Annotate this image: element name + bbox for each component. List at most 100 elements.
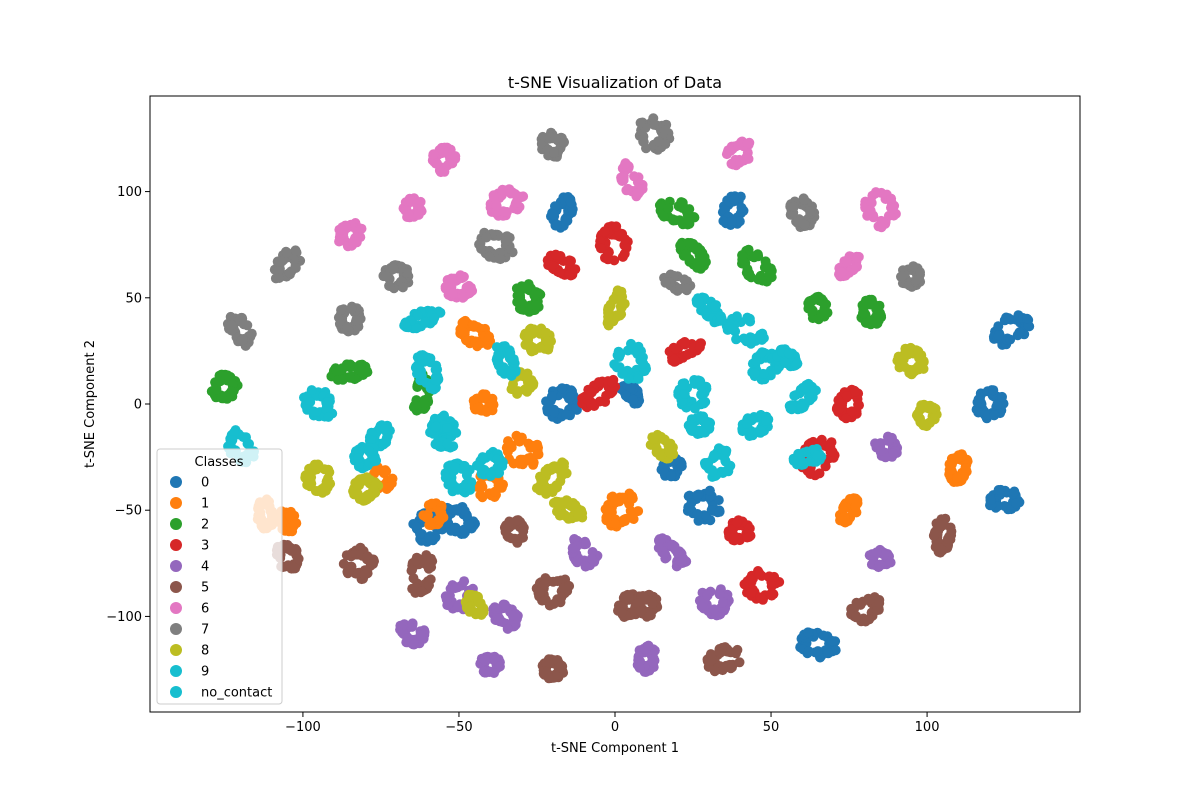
scatter-points (206, 113, 1035, 684)
y-axis-label: t-SNE Component 2 (83, 340, 98, 468)
data-point-series-9 (696, 381, 706, 392)
data-point-series-0 (823, 648, 834, 659)
data-point-series-0 (988, 385, 999, 396)
data-point-series-0 (729, 194, 740, 205)
data-point-series-4 (654, 535, 664, 546)
data-point-series-6 (498, 206, 509, 217)
data-point-series-2 (676, 197, 687, 208)
data-point-series-9 (380, 424, 390, 435)
data-point-series-0 (562, 215, 573, 226)
data-point-series-6 (438, 145, 449, 156)
data-point-series-7 (805, 206, 815, 217)
data-point-series-2 (512, 297, 523, 307)
data-point-series-7 (635, 117, 646, 128)
data-point-series-9 (440, 472, 451, 483)
data-point-series-0 (704, 485, 715, 496)
data-point-series-9 (791, 359, 802, 370)
data-point-series-4 (696, 601, 707, 612)
data-point-series-0 (625, 383, 636, 394)
data-point-series-0 (993, 321, 1004, 332)
data-point-series-9 (790, 390, 801, 401)
data-point-series-7 (238, 319, 249, 330)
data-point-series-4 (409, 639, 420, 650)
legend-label-4: 4 (201, 560, 209, 575)
data-point-series-9 (721, 445, 732, 456)
cluster-series-0 (988, 310, 1035, 350)
data-point-series-1 (532, 439, 543, 450)
data-point-series-2 (753, 251, 764, 262)
data-point-series-1 (944, 469, 955, 480)
data-point-series-5 (341, 550, 352, 561)
data-point-series-4 (441, 594, 452, 605)
data-point-series-4 (871, 547, 882, 558)
data-point-series-6 (447, 288, 458, 299)
cluster-series-1 (468, 389, 499, 417)
legend-marker-0 (170, 476, 182, 488)
data-point-series-7 (237, 335, 248, 345)
data-point-series-6 (743, 153, 754, 164)
data-point-series-6 (866, 197, 877, 208)
data-point-series-8 (528, 324, 539, 335)
data-point-series-9 (506, 369, 517, 380)
cluster-series-0 (682, 485, 725, 526)
data-point-series-9 (322, 397, 333, 408)
data-point-series-7 (381, 271, 392, 282)
data-point-series-7 (536, 138, 547, 149)
data-point-series-2 (807, 313, 818, 324)
cluster-series-3 (664, 337, 706, 367)
data-point-series-9 (323, 411, 334, 422)
data-point-series-9 (741, 418, 752, 429)
data-point-series-9 (309, 406, 319, 417)
data-point-series-1 (619, 516, 630, 527)
cluster-series-4 (694, 584, 734, 621)
data-point-series-9 (697, 427, 708, 438)
data-point-series-3 (679, 337, 690, 348)
data-point-series-9 (496, 366, 507, 377)
data-point-series-2 (822, 307, 833, 318)
data-point-series-4 (643, 640, 654, 651)
data-point-series-9 (780, 358, 791, 369)
data-point-series-0 (450, 522, 461, 533)
data-point-series-5 (504, 516, 515, 527)
data-point-series-9 (430, 375, 441, 386)
data-point-series-7 (484, 251, 495, 262)
data-point-series-6 (876, 222, 887, 233)
cluster-series-3 (831, 384, 864, 424)
data-point-series-0 (985, 495, 996, 505)
data-point-series-0 (818, 630, 829, 641)
data-point-series-0 (1003, 313, 1014, 324)
data-point-series-6 (851, 253, 862, 263)
data-point-series-4 (885, 557, 896, 568)
data-point-series-9 (678, 380, 689, 390)
data-point-series-9 (353, 453, 364, 464)
data-point-series-5 (286, 545, 297, 556)
data-point-series-9 (812, 450, 823, 461)
cluster-series-4 (864, 544, 896, 573)
data-point-series-4 (453, 600, 464, 611)
data-point-series-7 (653, 136, 664, 147)
data-point-series-7 (384, 280, 395, 291)
data-point-series-0 (802, 627, 813, 638)
data-point-series-3 (586, 387, 597, 398)
data-point-series-5 (937, 545, 948, 556)
cluster-series-5 (846, 592, 885, 627)
data-point-series-4 (407, 619, 418, 630)
data-point-series-0 (1022, 313, 1032, 324)
data-point-series-9 (442, 423, 453, 433)
plot-area-background (150, 96, 1080, 712)
data-point-series-9 (428, 384, 439, 395)
data-point-series-6 (632, 188, 643, 199)
data-point-series-7 (792, 216, 803, 227)
data-point-series-0 (547, 391, 557, 402)
data-point-series-6 (505, 188, 516, 199)
data-point-series-3 (595, 236, 606, 247)
data-point-series-6 (491, 200, 502, 211)
cluster-series-2 (511, 279, 546, 317)
y-tick-label: −50 (115, 504, 142, 519)
data-point-series-5 (860, 616, 871, 627)
data-point-series-5 (425, 574, 436, 585)
legend-title: Classes (195, 455, 244, 470)
data-point-series-8 (540, 465, 551, 476)
data-point-series-0 (1011, 498, 1021, 509)
data-point-series-0 (992, 399, 1003, 410)
